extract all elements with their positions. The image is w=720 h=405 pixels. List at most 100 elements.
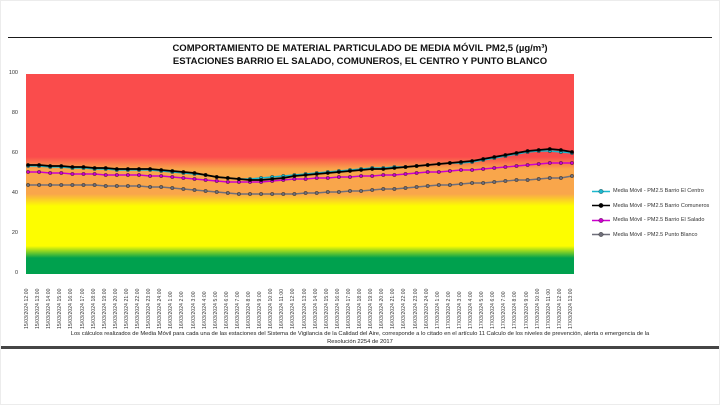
series-marker	[436, 162, 441, 166]
chart-title: COMPORTAMIENTO DE MATERIAL PARTICULADO D…	[1, 42, 719, 69]
series-marker	[436, 170, 441, 174]
series-line	[28, 162, 572, 183]
series-marker	[525, 149, 530, 153]
series-marker	[403, 172, 408, 176]
x-tick-label: 16/03/2024 2:00	[179, 291, 186, 329]
x-tick-label: 17/03/2024 2:00	[445, 291, 452, 329]
x-tick-label: 15/03/2024 15:00	[57, 288, 64, 329]
series-marker	[81, 172, 86, 176]
legend-label: Media Móvil - PM2.5 Punto Blanco	[613, 231, 698, 238]
series-marker	[103, 166, 108, 170]
x-tick-label: 16/03/2024 23:00	[412, 288, 419, 329]
series-marker	[514, 151, 519, 155]
series-marker	[536, 148, 541, 152]
series-marker	[203, 173, 208, 177]
series-marker	[570, 161, 574, 165]
series-marker	[436, 183, 441, 187]
series-marker	[159, 174, 164, 178]
series-marker	[536, 177, 541, 181]
legend-label: Media Móvil - PM2.5 Barrio El Centro	[613, 188, 704, 195]
series-marker	[359, 189, 364, 193]
x-tick-label: 15/03/2024 18:00	[90, 288, 97, 329]
x-tick-label: 16/03/2024 4:00	[201, 291, 208, 329]
legend-item: Media Móvil - PM2.5 Barrio El Centro	[592, 184, 709, 199]
legend-marker-icon	[592, 188, 610, 194]
series-marker	[459, 182, 463, 186]
series-marker	[214, 175, 219, 179]
series-marker	[81, 165, 86, 169]
series-marker	[414, 185, 419, 189]
series-marker	[170, 186, 175, 190]
series-marker	[236, 192, 241, 196]
x-tick-label: 15/03/2024 21:00	[123, 288, 130, 329]
series-marker	[503, 179, 508, 183]
series-marker	[114, 173, 119, 177]
series-marker	[370, 174, 375, 178]
series-marker	[225, 191, 230, 195]
series-marker	[81, 183, 86, 187]
legend-marker-icon	[592, 217, 610, 223]
x-tick-label: 15/03/2024 19:00	[101, 288, 108, 329]
series-marker	[125, 173, 130, 177]
series-marker	[292, 174, 297, 178]
series-marker	[70, 165, 75, 169]
series-marker	[26, 163, 30, 167]
series-marker	[392, 173, 397, 177]
series-marker	[103, 173, 108, 177]
series-marker	[314, 176, 319, 180]
series-marker	[259, 178, 264, 182]
series-marker	[192, 177, 197, 181]
series-marker	[114, 167, 119, 171]
series-marker	[336, 190, 341, 194]
series-marker	[48, 164, 53, 168]
x-tick-label: 15/03/2024 12:00	[24, 288, 30, 329]
series-marker	[70, 172, 75, 176]
footer-line1: Los cálculos realizados de Media Móvil p…	[70, 331, 650, 337]
series-marker	[547, 176, 552, 180]
series-marker	[281, 192, 286, 196]
series-marker	[403, 186, 408, 190]
series-marker	[37, 163, 42, 167]
x-tick-label: 17/03/2024 13:00	[568, 288, 574, 329]
series-marker	[570, 174, 574, 178]
x-tick-label: 16/03/2024 8:00	[246, 291, 253, 329]
x-tick-label: 17/03/2024 6:00	[490, 291, 497, 329]
x-tick-label: 15/03/2024 23:00	[146, 288, 153, 329]
series-marker	[59, 171, 64, 175]
x-tick-label: 15/03/2024 24:00	[157, 288, 164, 329]
series-marker	[137, 167, 141, 171]
series-marker	[48, 171, 53, 175]
series-marker	[558, 176, 563, 180]
y-tick-label: 20	[11, 230, 18, 236]
x-tick-label: 16/03/2024 3:00	[190, 291, 197, 329]
x-tick-label: 16/03/2024 24:00	[423, 288, 430, 329]
series-marker	[459, 160, 463, 164]
series-marker	[492, 166, 497, 170]
series-marker	[92, 172, 97, 176]
series-marker	[425, 163, 430, 167]
series-marker	[481, 157, 486, 161]
series-marker	[192, 171, 197, 175]
series-marker	[248, 192, 252, 196]
x-tick-label: 16/03/2024 9:00	[257, 291, 264, 329]
x-tick-label: 16/03/2024 5:00	[212, 291, 219, 329]
series-marker	[425, 184, 430, 188]
series-marker	[37, 170, 42, 174]
series-marker	[359, 174, 364, 178]
series-marker	[447, 169, 452, 173]
series-marker	[525, 163, 530, 167]
series-marker	[103, 184, 108, 188]
series-marker	[525, 178, 530, 182]
series-marker	[314, 191, 319, 195]
series-marker	[292, 192, 297, 196]
x-tick-label: 15/03/2024 17:00	[79, 288, 86, 329]
series-marker	[236, 177, 241, 181]
x-tick-label: 16/03/2024 17:00	[345, 288, 352, 329]
x-tick-label: 15/03/2024 22:00	[135, 288, 142, 329]
series-marker	[414, 171, 419, 175]
series-marker	[225, 180, 230, 184]
series-marker	[359, 168, 364, 172]
x-tick-label: 16/03/2024 19:00	[368, 288, 375, 329]
series-marker	[214, 179, 219, 183]
series-marker	[381, 173, 386, 177]
